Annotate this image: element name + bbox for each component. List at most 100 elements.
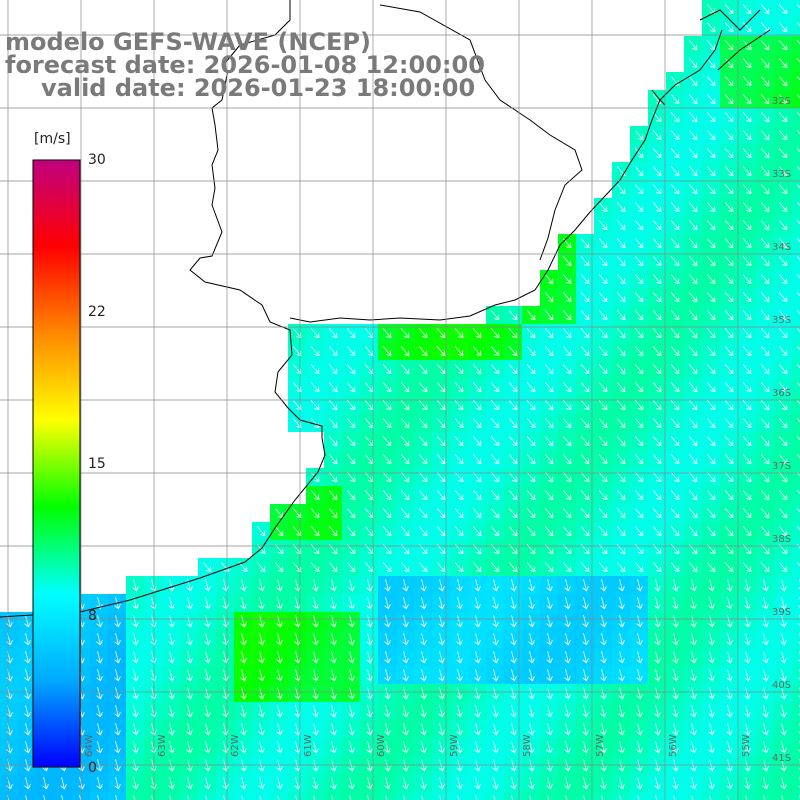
wind-arrow <box>634 184 644 195</box>
wind-arrow <box>760 562 770 573</box>
wind-arrow <box>670 346 680 357</box>
wind-arrow <box>564 705 571 718</box>
latitude-labels: 32S 33S 34S 35S 36S 37S 38S 39S 40S 41S <box>772 96 791 764</box>
wind-cell <box>792 18 800 36</box>
longitude-label: 60W <box>376 734 387 757</box>
wind-arrow <box>634 346 644 357</box>
wind-arrow <box>546 741 553 754</box>
wind-arrow <box>724 238 734 249</box>
wind-arrow <box>24 705 31 718</box>
wind-arrow <box>580 292 590 303</box>
wind-arrow <box>402 705 409 718</box>
wind-arrow <box>618 597 625 610</box>
wind-arrow <box>796 238 800 247</box>
wind-cell <box>234 792 252 800</box>
wind-arrow <box>618 651 625 664</box>
wind-arrow <box>688 418 698 429</box>
wind-arrow <box>670 382 680 393</box>
wind-arrow <box>670 310 680 321</box>
wind-arrow <box>760 328 770 339</box>
wind-arrow <box>24 777 31 790</box>
wind-arrow <box>670 256 680 267</box>
wind-arrow <box>240 669 247 682</box>
wind-arrow <box>778 418 788 429</box>
wind-arrow <box>742 148 752 159</box>
wind-arrow <box>472 490 482 501</box>
latitude-label: 33S <box>772 169 791 180</box>
wind-arrow <box>454 436 464 447</box>
wind-cell <box>0 792 18 800</box>
wind-arrow <box>382 328 392 339</box>
wind-arrow <box>312 597 319 610</box>
wind-arrow <box>328 418 338 429</box>
wind-arrow <box>778 4 788 15</box>
wind-arrow <box>634 274 644 285</box>
wind-arrow <box>346 364 356 375</box>
wind-cell <box>792 594 800 612</box>
wind-cell <box>792 36 800 54</box>
wind-arrow <box>385 795 388 800</box>
wind-arrow <box>508 346 518 357</box>
wind-arrow <box>688 490 698 501</box>
wind-arrow <box>616 418 626 429</box>
wind-arrow <box>418 418 428 429</box>
wind-arrow <box>688 202 698 213</box>
wind-arrow <box>420 651 427 664</box>
wind-arrow <box>652 310 662 321</box>
wind-arrow <box>258 615 265 628</box>
wind-arrow <box>708 633 715 646</box>
wind-arrow <box>780 633 787 646</box>
wind-arrow <box>670 112 680 123</box>
wind-arrow <box>744 687 751 700</box>
wind-arrow <box>472 382 482 393</box>
wind-arrow <box>598 472 608 483</box>
wind-arrow <box>508 364 518 375</box>
wind-cell <box>792 540 800 558</box>
wind-cell <box>648 792 666 800</box>
wind-arrow <box>384 633 391 646</box>
wind-arrow <box>330 651 337 664</box>
wind-arrow <box>778 562 788 573</box>
wind-arrow <box>528 687 535 700</box>
wind-arrow <box>544 400 554 411</box>
wind-arrow <box>706 94 716 105</box>
wind-arrow <box>724 454 734 465</box>
wind-arrow <box>114 615 121 628</box>
wind-arrow <box>348 651 355 664</box>
wind-arrow <box>168 669 175 682</box>
wind-arrow <box>634 328 644 339</box>
wind-arrow <box>580 508 590 519</box>
wind-cell <box>198 792 216 800</box>
wind-arrow <box>688 256 698 267</box>
wind-arrow <box>474 777 481 790</box>
wind-arrow <box>580 328 590 339</box>
wind-arrow <box>384 705 391 718</box>
wind-arrow <box>240 723 247 736</box>
wind-arrow <box>742 526 752 537</box>
wind-arrow <box>240 651 247 664</box>
wind-arrow <box>724 562 734 573</box>
wind-arrow <box>420 633 427 646</box>
wind-arrow <box>744 633 751 646</box>
wind-arrow <box>636 651 643 664</box>
wind-arrow <box>580 400 590 411</box>
wind-arrow <box>382 436 392 447</box>
wind-arrow <box>600 777 607 790</box>
wind-cell <box>792 252 800 270</box>
wind-arrow <box>582 669 589 682</box>
wind-arrow <box>672 669 679 682</box>
wind-arrow <box>490 454 500 465</box>
wind-arrow <box>222 615 229 628</box>
wind-arrow <box>492 579 499 592</box>
wind-arrow <box>726 741 733 754</box>
wind-arrow <box>580 382 590 393</box>
wind-arrow <box>582 579 589 592</box>
wind-arrow <box>328 454 338 465</box>
wind-cell <box>162 792 180 800</box>
wind-cell <box>792 396 800 414</box>
wind-arrow <box>796 166 800 175</box>
wind-arrow <box>312 705 319 718</box>
wind-arrow <box>186 633 193 646</box>
wind-arrow <box>454 364 464 375</box>
wind-arrow <box>204 579 211 592</box>
